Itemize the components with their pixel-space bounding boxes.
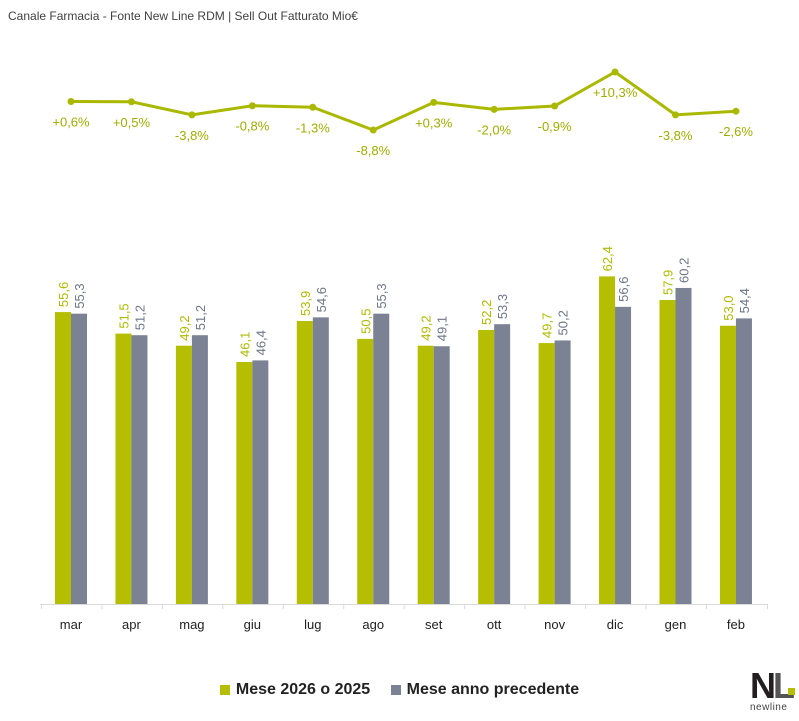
bar-previous: [373, 313, 390, 604]
bar-current: [236, 361, 253, 604]
bar-current: [296, 321, 313, 604]
growth-point: [672, 111, 679, 119]
bar-label: 46,4: [253, 330, 268, 355]
x-tick-label: giu: [244, 617, 261, 632]
bar-label: 49,2: [177, 315, 192, 340]
bar-label: 55,6: [56, 282, 71, 307]
bar-label: 51,2: [193, 305, 208, 330]
x-tick-label: apr: [122, 617, 141, 632]
bar-label: 52,2: [479, 300, 494, 325]
bar-previous: [312, 317, 329, 604]
bar-previous: [131, 335, 148, 604]
x-tick-label: lug: [304, 617, 321, 632]
growth-point: [490, 105, 498, 113]
legend-item-previous: Mese anno precedente: [390, 681, 580, 699]
bar-label: 50,2: [556, 310, 571, 335]
bar-label: 54,6: [314, 287, 329, 312]
bar-current: [115, 333, 132, 604]
bar-current: [478, 329, 495, 604]
growth-point: [732, 107, 740, 115]
legend-label-current: Mese 2026 o 2025: [235, 681, 371, 698]
bar-label: 49,2: [419, 315, 434, 340]
bar-current: [538, 343, 555, 604]
growth-label: -8,8%: [356, 143, 390, 158]
legend: Mese 2026 o 2025 Mese anno precedente: [0, 681, 799, 700]
bar-previous: [71, 313, 87, 604]
growth-label: +0,3%: [415, 115, 453, 130]
growth-label: -2,6%: [719, 124, 753, 139]
bar-label: 50,5: [358, 309, 373, 334]
bar-label: 57,9: [661, 270, 676, 295]
growth-point: [430, 98, 438, 106]
growth-point: [309, 103, 317, 111]
growth-label: +10,3%: [593, 85, 638, 100]
growth-label: -0,8%: [235, 119, 269, 134]
x-tick-label: ago: [362, 617, 384, 632]
bar-label: 51,5: [116, 303, 131, 328]
growth-point: [188, 111, 196, 119]
bar-previous: [191, 335, 208, 604]
bar-current: [417, 345, 434, 604]
growth-label: -3,8%: [175, 128, 209, 143]
newline-logo: NL newline: [750, 668, 795, 718]
bar-label: 60,2: [677, 258, 692, 283]
bar-previous: [554, 340, 571, 604]
bar-current: [55, 312, 71, 604]
x-tick-label: mar: [60, 617, 83, 632]
growth-point: [248, 102, 256, 110]
bar-label: 55,3: [374, 283, 389, 308]
x-tick-label: gen: [665, 617, 687, 632]
growth-line: [70, 70, 737, 132]
bar-label: 62,4: [600, 246, 615, 271]
growth-label: -3,8%: [659, 128, 693, 143]
bar-previous: [615, 306, 632, 604]
bar-previous: [675, 287, 692, 604]
legend-item-current: Mese 2026 o 2025: [219, 681, 371, 699]
bar-current: [599, 276, 616, 604]
legend-label-previous: Mese anno precedente: [406, 681, 580, 698]
bar-current: [175, 345, 192, 604]
bar-label: 46,1: [237, 332, 252, 357]
x-tick-label: set: [425, 617, 443, 632]
bar-label: 53,9: [298, 291, 313, 316]
bar-previous: [735, 318, 752, 604]
growth-label: +0,6%: [52, 114, 90, 129]
growth-point: [611, 68, 619, 76]
x-tick-label: nov: [544, 617, 565, 632]
bar-label: 54,4: [737, 288, 752, 313]
bar-label: 53,3: [495, 294, 510, 319]
x-tick-label: feb: [727, 617, 745, 632]
bar-label: 49,7: [540, 313, 555, 338]
bar-label: 51,2: [132, 305, 147, 330]
bar-label: 56,6: [616, 277, 631, 302]
growth-point: [369, 126, 377, 134]
growth-label: -2,0%: [477, 122, 511, 137]
growth-point: [67, 97, 75, 105]
bar-current: [357, 338, 374, 604]
growth-point: [551, 102, 559, 110]
chart-title: Canale Farmacia - Fonte New Line RDM | S…: [8, 9, 358, 23]
bar-label: 53,0: [721, 295, 736, 320]
legend-swatch-previous: [390, 685, 401, 695]
growth-point: [127, 98, 135, 106]
bar-current: [659, 300, 676, 604]
legend-swatch-current: [219, 685, 230, 695]
x-tick-label: dic: [607, 617, 624, 632]
x-tick-label: mag: [179, 617, 204, 632]
growth-label: +0,5%: [113, 115, 151, 130]
bar-label: 49,1: [435, 316, 450, 341]
bar-previous: [494, 324, 511, 604]
bar-previous: [433, 346, 450, 604]
bar-previous: [252, 360, 269, 604]
growth-label: -0,9%: [538, 119, 572, 134]
growth-label: -1,3%: [296, 120, 330, 135]
x-tick-label: ott: [487, 617, 502, 632]
bar-current: [719, 325, 736, 604]
bar-label: 55,3: [72, 283, 87, 308]
